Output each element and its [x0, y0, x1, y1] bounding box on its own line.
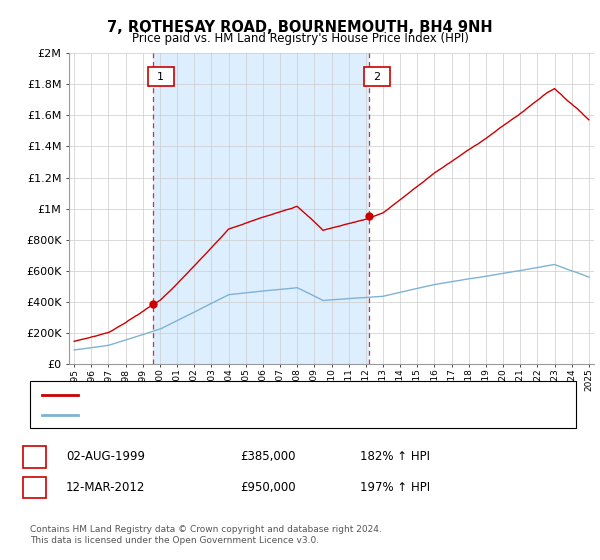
Text: 2: 2: [373, 72, 380, 82]
Text: 1: 1: [157, 72, 164, 82]
Text: 12-MAR-2012: 12-MAR-2012: [66, 480, 145, 494]
Text: 7, ROTHESAY ROAD, BOURNEMOUTH, BH4 9NH: 7, ROTHESAY ROAD, BOURNEMOUTH, BH4 9NH: [107, 20, 493, 35]
FancyBboxPatch shape: [364, 67, 390, 86]
Text: 1: 1: [31, 450, 38, 463]
Bar: [153, 53, 369, 364]
Text: Price paid vs. HM Land Registry's House Price Index (HPI): Price paid vs. HM Land Registry's House …: [131, 32, 469, 45]
Text: 182% ↑ HPI: 182% ↑ HPI: [360, 450, 430, 463]
Text: 02-AUG-1999: 02-AUG-1999: [66, 450, 145, 463]
FancyBboxPatch shape: [148, 67, 173, 86]
Text: 2: 2: [31, 480, 38, 494]
Text: £385,000: £385,000: [240, 450, 296, 463]
Text: HPI: Average price, detached house, Bournemouth Christchurch and Poole: HPI: Average price, detached house, Bour…: [87, 410, 475, 420]
Text: 197% ↑ HPI: 197% ↑ HPI: [360, 480, 430, 494]
Text: 7, ROTHESAY ROAD, BOURNEMOUTH, BH4 9NH (detached house): 7, ROTHESAY ROAD, BOURNEMOUTH, BH4 9NH (…: [87, 390, 427, 400]
Text: £950,000: £950,000: [240, 480, 296, 494]
Text: Contains HM Land Registry data © Crown copyright and database right 2024.
This d: Contains HM Land Registry data © Crown c…: [30, 525, 382, 545]
